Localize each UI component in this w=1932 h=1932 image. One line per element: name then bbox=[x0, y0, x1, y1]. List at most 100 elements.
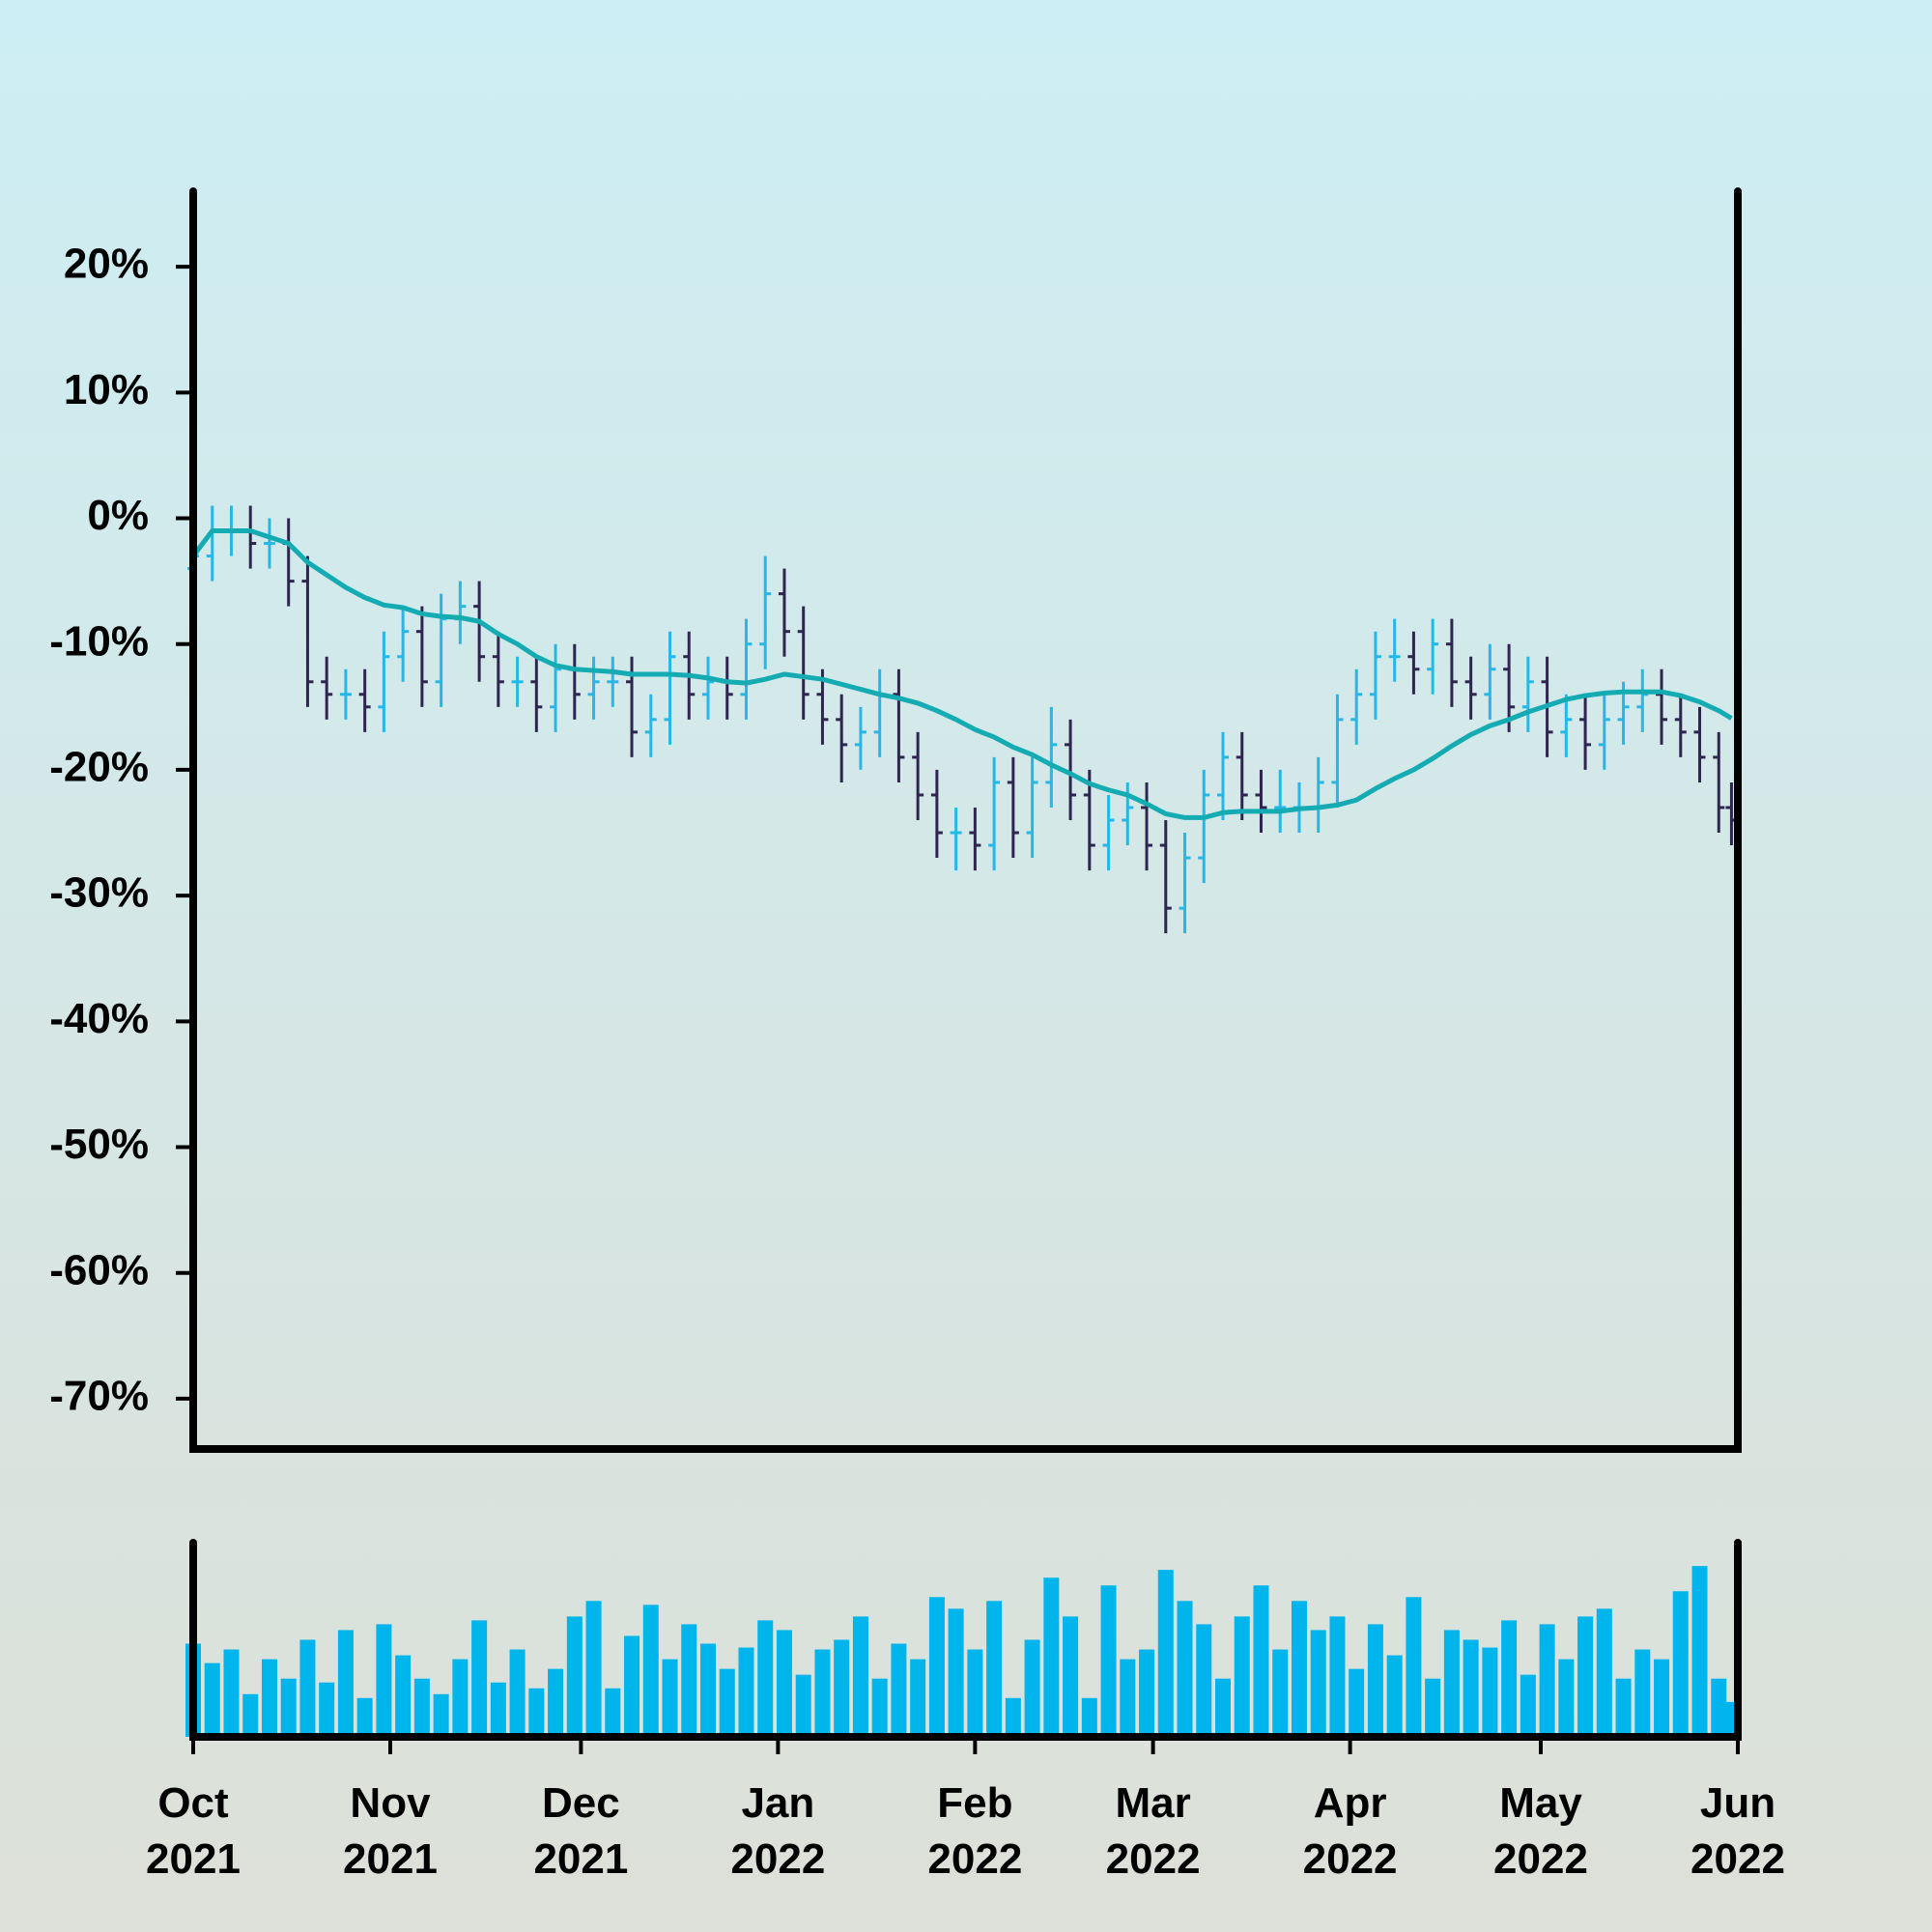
volume-bar bbox=[242, 1693, 259, 1737]
volume-bar bbox=[814, 1649, 831, 1737]
volume-bar bbox=[471, 1620, 488, 1737]
volume-bar bbox=[719, 1668, 735, 1737]
y-tick-label: 10% bbox=[64, 366, 149, 413]
volume-bar bbox=[413, 1678, 430, 1737]
volume-bar bbox=[566, 1616, 582, 1737]
volume-bar bbox=[1386, 1655, 1403, 1737]
volume-bar bbox=[1100, 1585, 1117, 1737]
volume-bar bbox=[1406, 1597, 1422, 1737]
y-tick-label: 0% bbox=[87, 492, 149, 539]
volume-bar bbox=[928, 1597, 945, 1737]
volume-bar bbox=[204, 1662, 220, 1737]
volume-bar bbox=[1539, 1624, 1555, 1737]
y-tick-label: -20% bbox=[49, 744, 149, 791]
volume-bar bbox=[376, 1624, 392, 1737]
volume-bar bbox=[528, 1688, 545, 1737]
volume-bar bbox=[1329, 1616, 1346, 1737]
x-tick-label: Nov 2021 bbox=[343, 1779, 438, 1883]
volume-bar bbox=[624, 1635, 640, 1737]
volume-bar bbox=[834, 1639, 850, 1737]
volume-bar bbox=[967, 1649, 983, 1737]
volume-bar bbox=[1482, 1647, 1498, 1737]
volume-bar bbox=[1177, 1601, 1193, 1737]
y-tick-label: -40% bbox=[49, 995, 149, 1042]
volume-bar bbox=[548, 1668, 564, 1737]
volume-bar bbox=[1691, 1566, 1708, 1737]
volume-bar bbox=[1157, 1570, 1174, 1737]
volume-bar bbox=[509, 1649, 526, 1737]
volume-bar bbox=[261, 1659, 277, 1737]
volume-bar bbox=[1043, 1577, 1060, 1737]
y-tick-label: 20% bbox=[64, 241, 149, 288]
x-tick-label: Apr 2022 bbox=[1302, 1779, 1398, 1883]
volume-bar bbox=[1654, 1659, 1670, 1737]
volume-bar bbox=[433, 1693, 449, 1737]
volume-bar bbox=[948, 1608, 964, 1737]
volume-frame bbox=[189, 1539, 1742, 1741]
volume-bar bbox=[1139, 1649, 1155, 1737]
volume-bar bbox=[337, 1630, 354, 1737]
x-tick-label: May 2022 bbox=[1493, 1779, 1588, 1883]
volume-bar bbox=[1463, 1639, 1479, 1737]
volume-bar bbox=[1501, 1620, 1518, 1737]
y-tick-label: -30% bbox=[49, 869, 149, 917]
volume-bar bbox=[852, 1616, 868, 1737]
volume-bar bbox=[280, 1678, 297, 1737]
volume-bar bbox=[662, 1659, 678, 1737]
x-tick-label: Mar 2022 bbox=[1105, 1779, 1201, 1883]
volume-bar bbox=[776, 1630, 792, 1737]
volume-bar bbox=[452, 1659, 469, 1737]
x-tick-label: Feb 2022 bbox=[927, 1779, 1023, 1883]
volume-bar bbox=[1120, 1659, 1136, 1737]
volume-bar bbox=[1349, 1668, 1365, 1737]
volume-bar bbox=[642, 1605, 659, 1737]
volume-bar bbox=[986, 1601, 1003, 1737]
volume-bar bbox=[1272, 1649, 1289, 1737]
volume-bar bbox=[700, 1643, 716, 1737]
volume-bar bbox=[1215, 1678, 1231, 1737]
volume-bar bbox=[1024, 1639, 1040, 1737]
moving-average bbox=[191, 528, 1733, 820]
volume-bar bbox=[223, 1649, 240, 1737]
volume-bar bbox=[319, 1682, 335, 1737]
volume-bar bbox=[1367, 1624, 1383, 1737]
volume-bar bbox=[1310, 1630, 1326, 1737]
volume-bar bbox=[585, 1601, 602, 1737]
volume-bar bbox=[757, 1620, 774, 1737]
volume-bar bbox=[1081, 1697, 1097, 1737]
volume-bar bbox=[395, 1655, 412, 1737]
volume-bar bbox=[795, 1674, 811, 1737]
volume-bar bbox=[1672, 1591, 1689, 1737]
volume-bar bbox=[910, 1659, 926, 1737]
y-tick-label: -60% bbox=[49, 1246, 149, 1293]
volume-bar bbox=[1596, 1608, 1612, 1737]
volume-bar bbox=[605, 1688, 621, 1737]
volume-bar bbox=[299, 1639, 316, 1737]
volume-bar bbox=[1253, 1585, 1269, 1737]
x-tick-label: Jun 2022 bbox=[1690, 1779, 1785, 1883]
y-tick-label: -50% bbox=[49, 1121, 149, 1168]
x-tick-label: Dec 2021 bbox=[533, 1779, 629, 1883]
volume-bar bbox=[1291, 1601, 1307, 1737]
volume-bar bbox=[891, 1643, 907, 1737]
volume-bar bbox=[1234, 1616, 1250, 1737]
volume-bar bbox=[1634, 1649, 1651, 1737]
volume-bar bbox=[1196, 1624, 1212, 1737]
volume-bar bbox=[1577, 1616, 1594, 1737]
volume-bar bbox=[1425, 1678, 1441, 1737]
volume-bar bbox=[1711, 1678, 1727, 1737]
volume-bar bbox=[1443, 1630, 1460, 1737]
volume-bar bbox=[871, 1678, 888, 1737]
y-tick-label: -70% bbox=[49, 1373, 149, 1420]
volume-bar bbox=[1520, 1674, 1536, 1737]
volume-bar bbox=[1615, 1678, 1632, 1737]
volume-bar bbox=[356, 1697, 373, 1737]
volume-bar bbox=[1005, 1697, 1021, 1737]
volume-bar bbox=[1558, 1659, 1575, 1737]
volume-bar bbox=[738, 1647, 754, 1737]
price-frame bbox=[189, 187, 1742, 1453]
volume-bar bbox=[1063, 1616, 1079, 1737]
volume-bar bbox=[490, 1682, 506, 1737]
